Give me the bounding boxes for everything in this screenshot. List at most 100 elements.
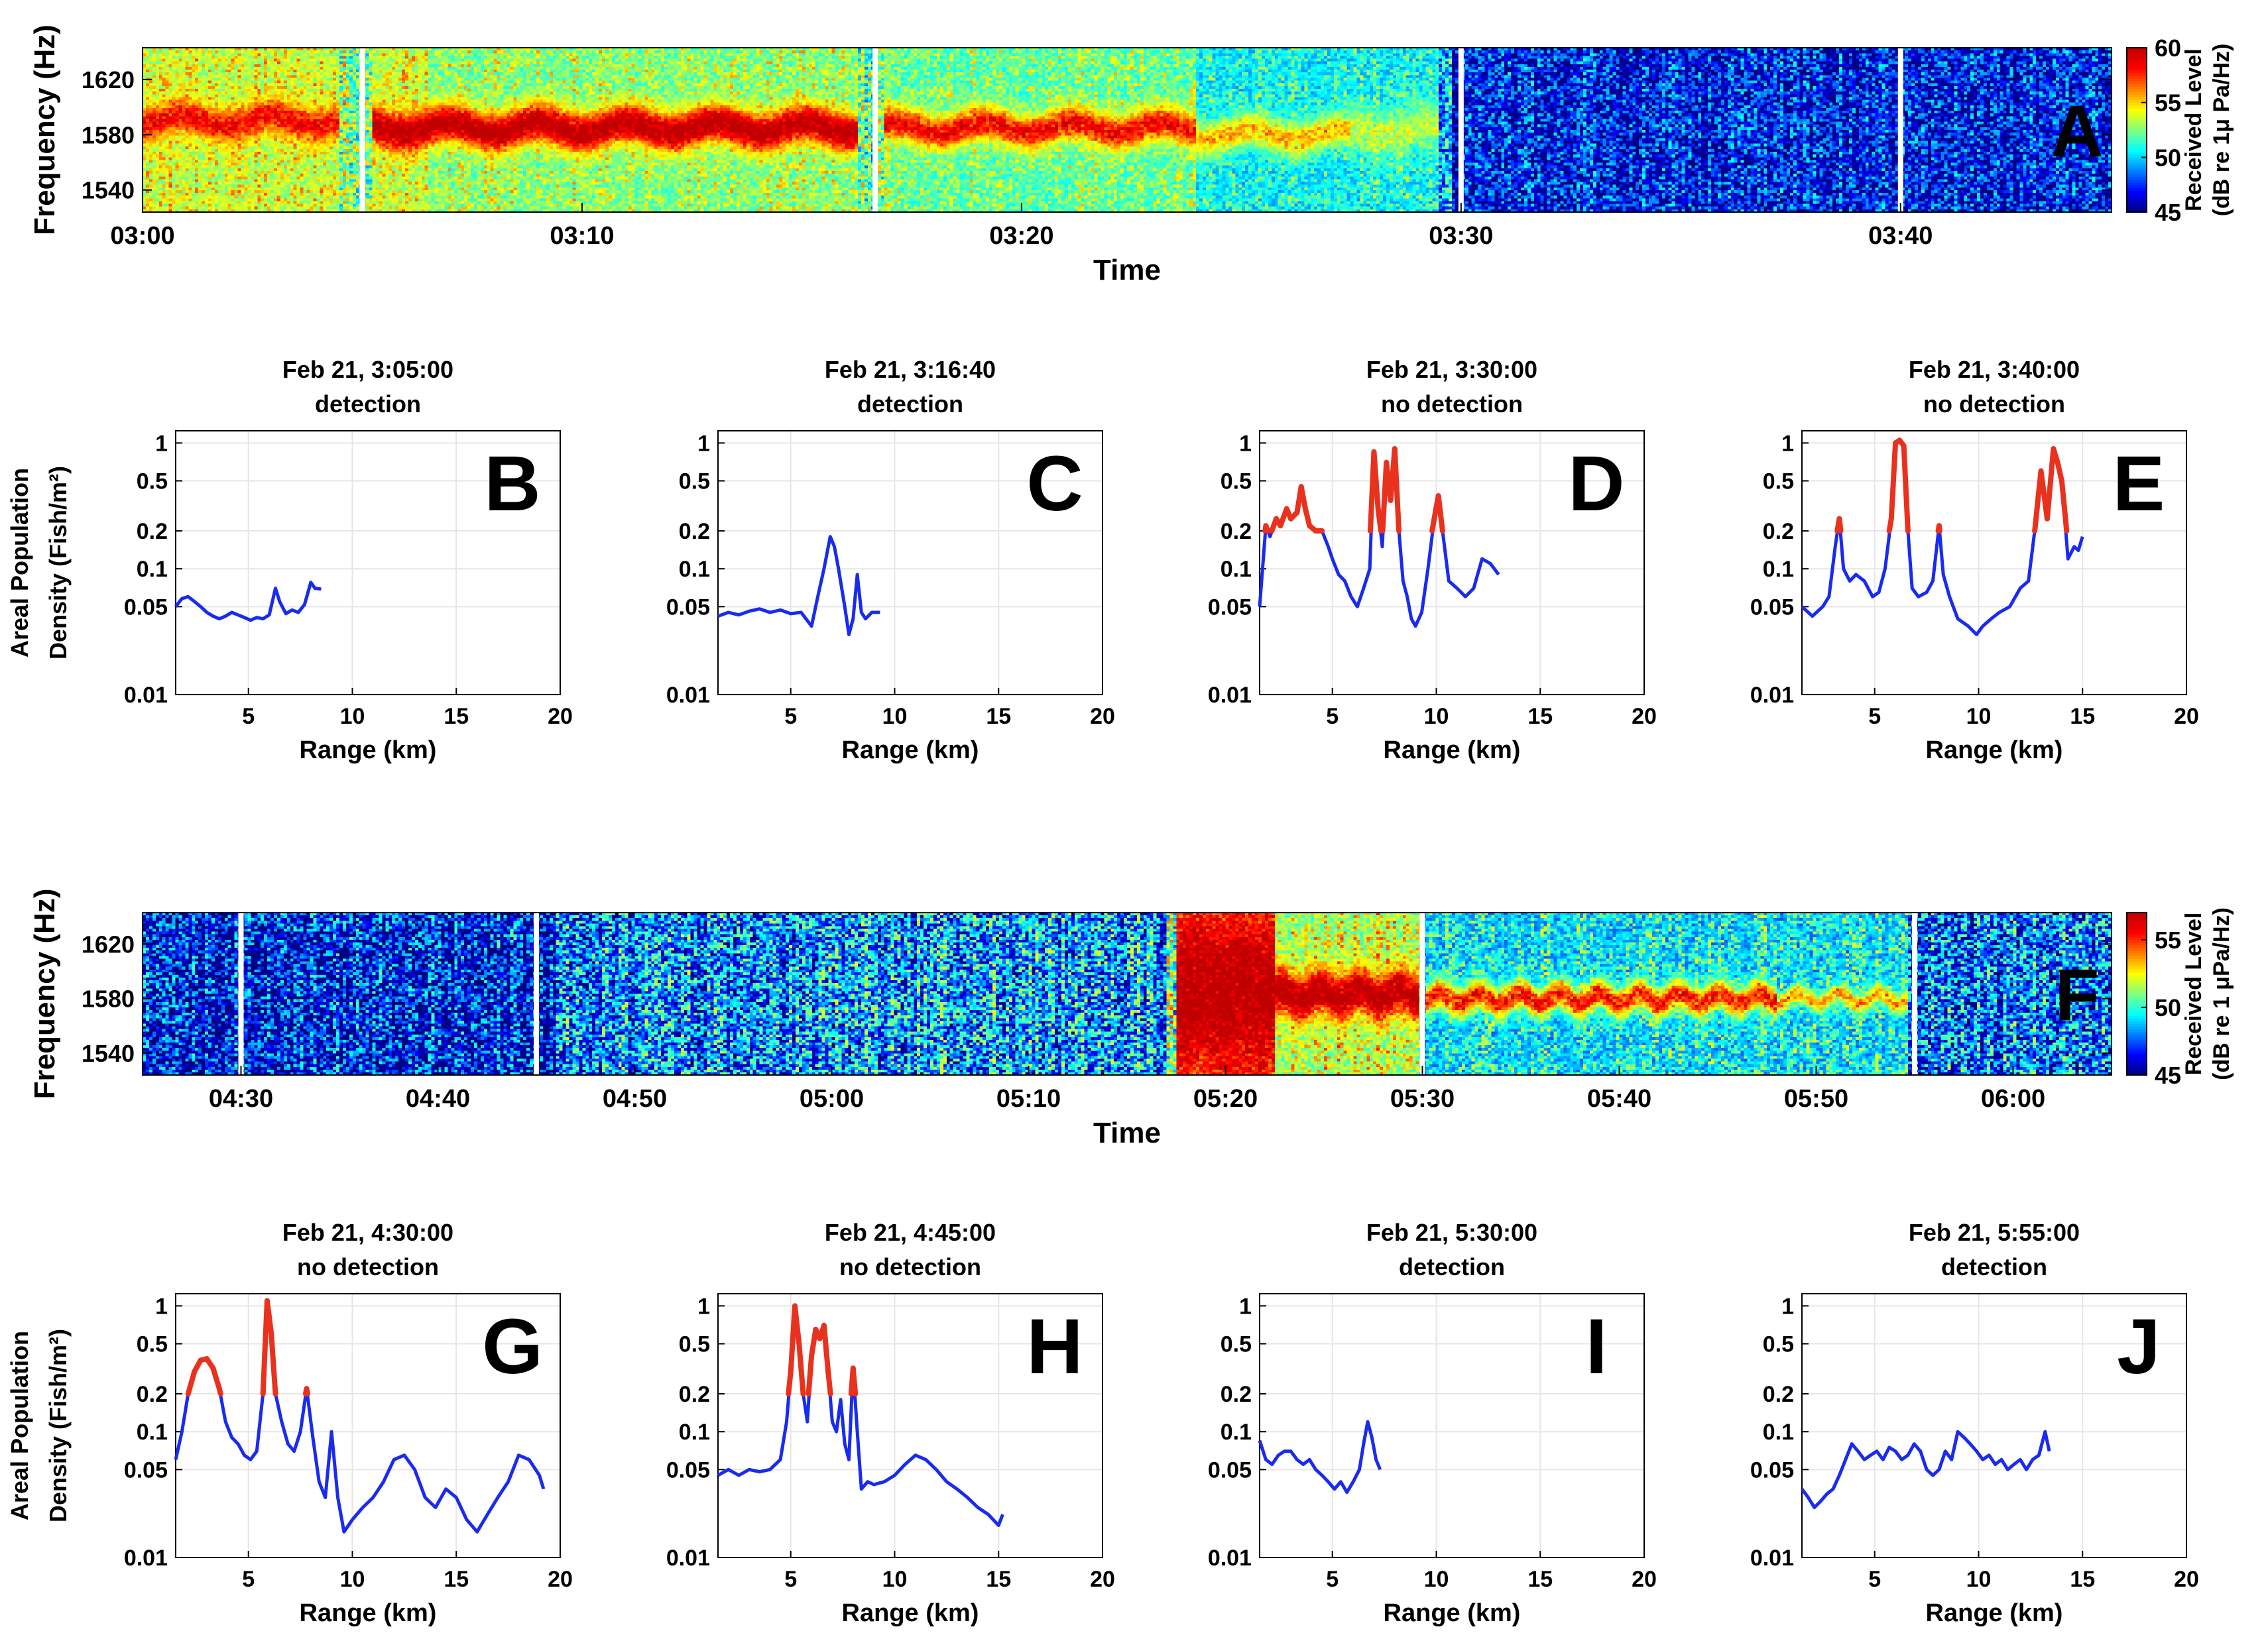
colorbar-step <box>2127 130 2147 133</box>
colorbar-step <box>2127 85 2147 89</box>
range-panel-g: 5 10 15 20 0.01 0.05 0.1 0.2 0.5 1 Feb 21, 4:30:00… <box>6 1219 573 1627</box>
x-tick-label: 5 <box>1326 1567 1339 1592</box>
colorbar-step <box>2127 152 2147 155</box>
x-tick-label: 20 <box>2174 1567 2199 1592</box>
colorbar-step <box>2127 1037 2147 1041</box>
panel-letter: J <box>2117 1303 2161 1390</box>
y-axis-label: Areal Population <box>6 468 33 657</box>
spectrogram-panel-f: 1540 1580 1620 04:30 04:40 04:50 05:00 05:10 05:… <box>29 889 2234 1149</box>
y-tick-label: 0.05 <box>124 594 168 620</box>
above-threshold-segment <box>786 1369 794 1397</box>
plot-area <box>718 431 1103 695</box>
y-tick-label: 0.5 <box>679 1332 710 1357</box>
colorbar-tick-label: 45 <box>2155 1062 2181 1089</box>
x-axis-label: Range (km) <box>1384 1599 1521 1627</box>
y-tick-label: 0.01 <box>124 683 168 708</box>
colorbar-step <box>2127 996 2147 1000</box>
colorbar-step <box>2127 160 2147 164</box>
colorbar-step <box>2127 97 2147 101</box>
colorbar-step <box>2127 107 2147 111</box>
colorbar-step <box>2127 993 2147 997</box>
colorbar-step <box>2127 141 2147 144</box>
panel-letter: C <box>1026 440 1083 528</box>
y-axis-label: Frequency (Hz) <box>29 889 61 1100</box>
x-tick-label: 15 <box>444 1567 469 1592</box>
x-tick-label: 5 <box>242 1567 255 1592</box>
x-tick-label: 10 <box>882 704 908 729</box>
y-tick-label: 0.5 <box>679 469 710 494</box>
colorbar-step <box>2127 978 2147 981</box>
colorbar-step <box>2127 162 2147 166</box>
x-tick-label: 04:40 <box>406 1085 470 1113</box>
panel-title: Feb 21, 4:30:00 <box>282 1219 453 1246</box>
colorbar-step <box>2127 206 2147 210</box>
colorbar-step <box>2127 105 2147 109</box>
x-tick-label: 20 <box>2174 704 2199 729</box>
colorbar-step <box>2127 921 2147 924</box>
x-tick-label: 10 <box>1424 1567 1449 1592</box>
colorbar-step <box>2127 1015 2147 1019</box>
plot-area <box>1260 431 1644 695</box>
colorbar-step <box>2127 190 2147 194</box>
colorbar-frame <box>2126 47 2147 213</box>
panel-letter: I <box>1586 1303 1608 1390</box>
panel-title: Feb 21, 4:45:00 <box>825 1219 996 1246</box>
y-tick-label: 0.05 <box>1750 1457 1794 1483</box>
y-tick-label: 0.05 <box>124 1457 168 1483</box>
panel-subtitle: detection <box>857 390 963 418</box>
y-tick-label: 1 <box>155 1294 168 1319</box>
data-gap-marker <box>1912 913 1917 1075</box>
y-tick-label: 1 <box>1239 1294 1252 1319</box>
colorbar-step <box>2127 138 2147 142</box>
x-tick-label: 03:30 <box>1429 222 1493 250</box>
colorbar-step <box>2127 1001 2147 1005</box>
panel-subtitle: detection <box>1399 1253 1505 1280</box>
above-threshold-segment <box>1298 484 1308 512</box>
panel-letter: B <box>484 440 540 528</box>
range-panel-c: 5 10 15 20 0.01 0.05 0.1 0.2 0.5 1 Feb 21, 3:16:40… <box>666 356 1115 764</box>
colorbar-step <box>2127 1026 2147 1030</box>
colorbar-step <box>2127 1056 2147 1060</box>
x-tick-label: 5 <box>1868 1567 1881 1592</box>
colorbar-step <box>2127 99 2147 103</box>
colorbar-step <box>2127 124 2147 128</box>
colorbar-step <box>2127 187 2147 191</box>
x-tick-label: 04:30 <box>209 1085 273 1113</box>
y-tick-label: 0.2 <box>1221 1382 1252 1407</box>
colorbar-tick-label: 50 <box>2155 144 2181 171</box>
y-tick-label: 0.1 <box>137 1420 168 1445</box>
panel-subtitle: no detection <box>1381 390 1523 418</box>
y-axis-label: Density (Fish/m²) <box>44 1329 72 1522</box>
x-tick-label: 5 <box>242 704 255 729</box>
x-tick-label: 05:50 <box>1784 1085 1848 1113</box>
colorbar-step <box>2127 1048 2147 1051</box>
colorbar-step <box>2127 209 2147 213</box>
plot-area <box>1260 1294 1644 1557</box>
x-axis-label: Range (km) <box>842 1599 979 1627</box>
data-gap-marker <box>1897 48 1903 212</box>
above-threshold-segment <box>1435 493 1445 534</box>
x-axis-label: Time <box>1093 1117 1161 1149</box>
y-tick-label: 1540 <box>82 177 135 204</box>
range-panel-d: 5 10 15 20 0.01 0.05 0.1 0.2 0.5 1 Feb 21, 3:30:00… <box>1208 356 1657 764</box>
above-threshold-segment <box>185 1369 198 1397</box>
above-threshold-segment <box>2055 459 2064 484</box>
plot-area <box>1802 1294 2186 1557</box>
y-tick-label: 0.2 <box>1763 1382 1794 1407</box>
y-tick-label: 1580 <box>82 121 135 148</box>
colorbar-step <box>2127 1029 2147 1033</box>
colorbar-step <box>2127 1043 2147 1046</box>
y-tick-label: 0.1 <box>137 557 168 582</box>
colorbar-step <box>2127 945 2147 948</box>
data-gap-marker <box>359 48 365 212</box>
y-tick-label: 0.5 <box>1763 469 1794 494</box>
plot-frame <box>175 1293 561 1558</box>
data-gap-marker <box>1458 48 1464 212</box>
panel-letter: A <box>2051 91 2103 172</box>
colorbar: 45 50 55 Received Level (dB re 1 μPa/Hz) <box>2126 907 2234 1089</box>
y-tick-label: 0.2 <box>137 519 168 544</box>
data-gap-marker <box>1419 913 1425 1075</box>
x-tick-label: 20 <box>548 1567 573 1592</box>
panel-title: Feb 21, 3:05:00 <box>282 356 453 383</box>
